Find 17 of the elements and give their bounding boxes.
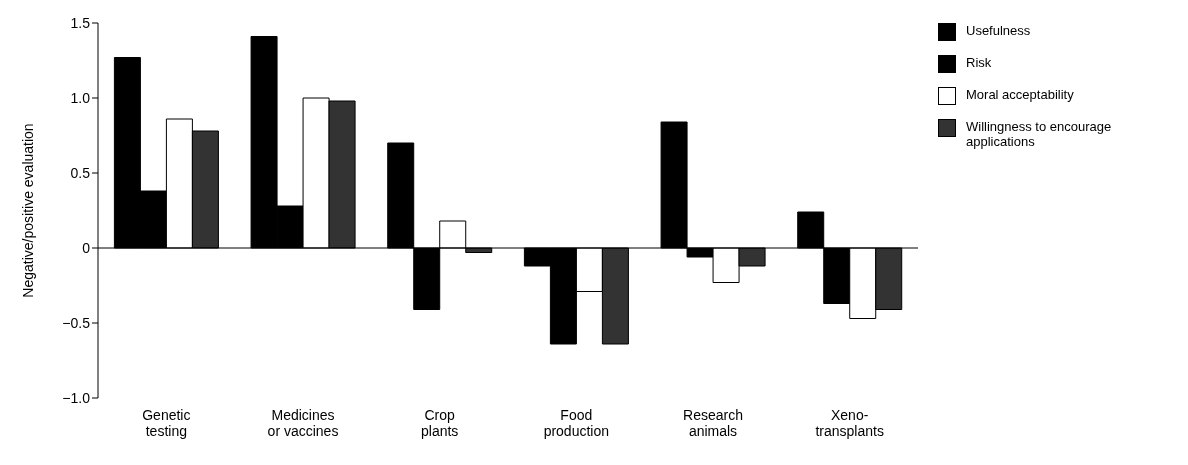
y-tick-label: 0.5: [70, 164, 91, 181]
y-tick-label: −1.0: [62, 389, 91, 406]
legend-label: Risk: [966, 55, 993, 70]
legend-label: Moral acceptability: [966, 87, 1075, 102]
x-tick-label: Food production: [543, 407, 610, 439]
x-tick-label: Genetic testing: [142, 407, 191, 439]
y-tick-label: 0: [82, 239, 91, 256]
legend-label: Usefulness: [966, 23, 1032, 38]
x-tick-label: Research animals: [683, 407, 743, 439]
y-axis-title: Negative/positive evaluation: [19, 123, 36, 298]
y-tick-label: 1.0: [70, 89, 91, 106]
x-tick-label: Medicines or vaccines: [267, 407, 339, 439]
x-tick-label: Crop plants: [420, 407, 459, 439]
y-tick-label: 1.5: [70, 14, 91, 31]
x-tick-label: Xeno- transplants: [815, 407, 884, 439]
y-tick-label: −0.5: [62, 314, 91, 331]
legend-label: Willingness to encourage applications: [966, 119, 1113, 149]
